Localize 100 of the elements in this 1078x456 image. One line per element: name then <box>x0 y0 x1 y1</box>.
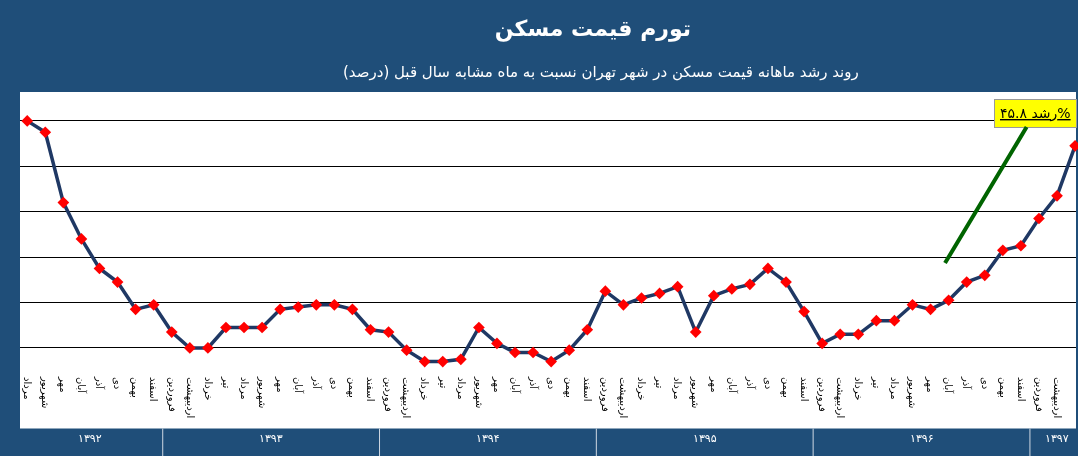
x-tick-label: فروردین <box>1032 377 1045 413</box>
text: ۱۳۹۷ <box>1045 432 1069 445</box>
text: ۱۳۹۴ <box>476 432 500 445</box>
x-tick-label: آبان <box>726 377 739 395</box>
x-tick-label: تیر <box>871 376 883 389</box>
point <box>834 328 847 341</box>
x-tick-label: مهر <box>924 376 937 393</box>
x-tick-label: خرداد <box>636 377 648 401</box>
x-tick-label: اردیبهشت <box>400 377 413 419</box>
x-tick-label: اسفند <box>148 377 160 402</box>
x-tick-label: آذر <box>961 376 974 391</box>
x-tick-label: مرداد <box>238 377 250 400</box>
x-tick-label: اردیبهشت <box>183 377 196 419</box>
point <box>238 321 250 334</box>
x-tick-label: شهریور <box>472 376 485 409</box>
x-tick-label: مرداد <box>889 377 901 400</box>
x-tick-label: فروردین <box>382 377 395 413</box>
x-tick-label: اردیبهشت <box>1050 377 1063 419</box>
point <box>346 303 359 316</box>
text: ۱۳۹۶ <box>910 432 934 445</box>
point <box>454 353 467 366</box>
point <box>310 298 323 311</box>
x-tick-label: اسفند <box>365 377 377 402</box>
x-tick-label: دی <box>112 377 124 390</box>
x-tick-label: تیر <box>437 376 449 389</box>
x-tick-label: بهمن <box>779 377 792 398</box>
x-tick-label: بهمن <box>562 377 575 398</box>
point <box>1051 189 1063 202</box>
point <box>744 278 756 291</box>
point <box>183 342 196 354</box>
point <box>382 326 395 338</box>
x-tick-label: مرداد <box>455 377 467 400</box>
x-tick-label: شهریور <box>255 376 268 409</box>
point <box>653 287 666 300</box>
point <box>1015 239 1027 252</box>
point <box>39 126 52 139</box>
point <box>509 346 521 359</box>
x-tick-label: اردیبهشت <box>833 377 846 419</box>
point <box>635 292 648 304</box>
point <box>418 355 431 368</box>
point <box>400 344 413 357</box>
point <box>996 244 1009 257</box>
point <box>1033 212 1045 225</box>
point <box>671 280 684 293</box>
x-tick-label: دی <box>979 377 991 390</box>
point <box>924 303 937 316</box>
point <box>274 303 287 316</box>
point <box>473 321 485 334</box>
point <box>147 298 160 311</box>
x-tick-label: دی <box>329 377 341 390</box>
x-tick-label: آبان <box>943 377 956 395</box>
x-tick-label: خرداد <box>853 377 865 401</box>
point <box>491 337 503 350</box>
x-tick-label: آبان <box>292 377 305 395</box>
point <box>689 326 702 338</box>
point <box>960 276 973 288</box>
x-tick-label: بهمن <box>346 377 359 398</box>
point <box>111 276 124 288</box>
point <box>707 289 720 302</box>
x-tick-label: آبان <box>76 377 89 395</box>
x-tick-label: مرداد <box>21 377 33 400</box>
point <box>798 305 810 318</box>
x-tick-label: اسفند <box>798 377 810 402</box>
point <box>942 294 955 307</box>
point <box>888 314 901 327</box>
point <box>581 323 594 336</box>
point <box>527 346 539 359</box>
point <box>617 298 630 311</box>
annotation: رشد ۴۵.۸% <box>1000 105 1071 122</box>
point <box>978 269 991 282</box>
x-tick-label: آذر <box>94 376 107 391</box>
x-tick-label: فروردین <box>599 377 612 413</box>
x-tick-label: آذر <box>744 376 757 391</box>
point <box>129 303 142 316</box>
chart-title: تورم قیمت مسکن <box>494 15 691 42</box>
point <box>599 285 612 298</box>
chart-subtitle: روند رشد ماهانه قیمت مسکن در شهر تهران نسبت به ماه مشابه سال قبل (درصد) <box>343 63 859 81</box>
x-tick-label: آذر <box>527 376 540 391</box>
point <box>165 326 178 338</box>
point <box>220 321 232 334</box>
x-tick-label: فروردین <box>165 377 178 413</box>
point <box>57 196 70 209</box>
point <box>328 298 341 311</box>
x-tick-label: بهمن <box>129 377 142 398</box>
point <box>852 328 865 341</box>
x-tick-label: شهریور <box>689 376 702 409</box>
point <box>202 342 214 354</box>
x-tick-label: اسفند <box>582 377 594 402</box>
text: ۱۳۹۲ <box>78 432 102 445</box>
point <box>906 298 919 311</box>
x-tick-label: آبان <box>509 377 522 395</box>
x-tick-label: مهر <box>273 376 286 393</box>
point <box>870 314 883 327</box>
x-tick-label: بهمن <box>996 377 1009 398</box>
point <box>563 344 576 357</box>
point <box>545 355 558 368</box>
point <box>364 323 377 336</box>
x-tick-label: فروردین <box>815 377 828 413</box>
x-tick-label: اسفند <box>1015 377 1027 402</box>
text: ۱۳۹۳ <box>259 432 283 445</box>
